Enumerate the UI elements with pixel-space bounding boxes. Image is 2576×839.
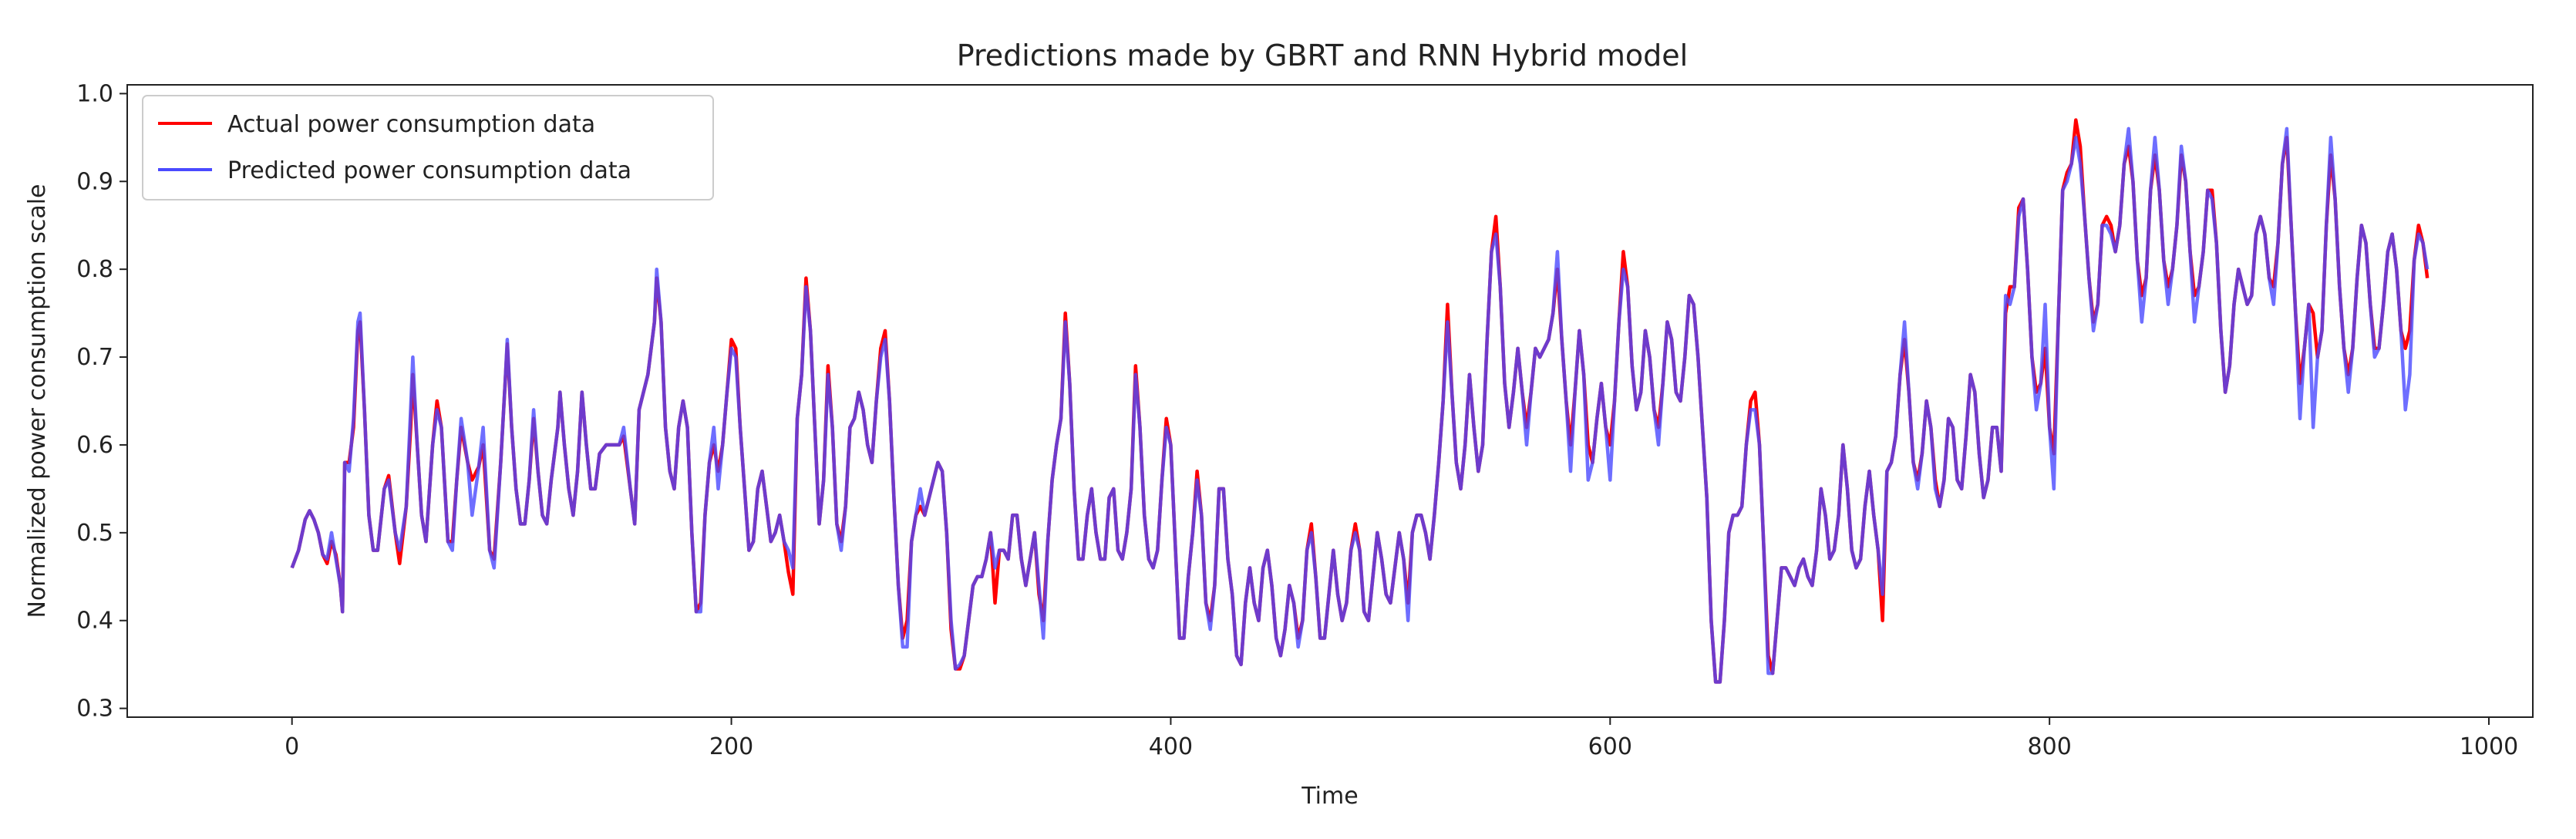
x-tick-label: 1000: [2460, 733, 2518, 760]
legend-frame: [142, 95, 714, 200]
y-tick-label: 0.3: [76, 696, 113, 723]
x-tick-label: 800: [2028, 733, 2072, 760]
y-tick-label: 0.9: [76, 168, 113, 195]
x-tick-label: 600: [1588, 733, 1632, 760]
x-tick-label: 200: [709, 733, 753, 760]
y-tick-label: 0.4: [76, 608, 113, 635]
legend: Actual power consumption data Predicted …: [142, 95, 714, 200]
y-tick-label: 0.8: [76, 256, 113, 283]
series-line-predicted: [290, 126, 2430, 684]
series-layer: [290, 118, 2430, 684]
y-tick-label: 0.6: [76, 432, 113, 459]
y-tick-label: 0.7: [76, 344, 113, 371]
x-tick-label: 0: [285, 733, 299, 760]
chart-title: Predictions made by GBRT and RNN Hybrid …: [957, 39, 1688, 72]
y-axis-title: Normalized power consumption scale: [24, 184, 51, 618]
x-axis: 0 200 400 600 800 1000: [285, 717, 2518, 760]
legend-label-predicted: Predicted power consumption data: [227, 157, 631, 184]
plot-frame: [126, 84, 2534, 718]
x-tick-label: 400: [1149, 733, 1193, 760]
y-tick-label: 0.5: [76, 520, 113, 547]
x-axis-title: Time: [1301, 783, 1358, 810]
y-axis: 0.3 0.4 0.5 0.6 0.7 0.8 0.9 1.0: [76, 80, 127, 723]
y-tick-label: 1.0: [76, 80, 113, 107]
legend-label-actual: Actual power consumption data: [227, 111, 595, 138]
